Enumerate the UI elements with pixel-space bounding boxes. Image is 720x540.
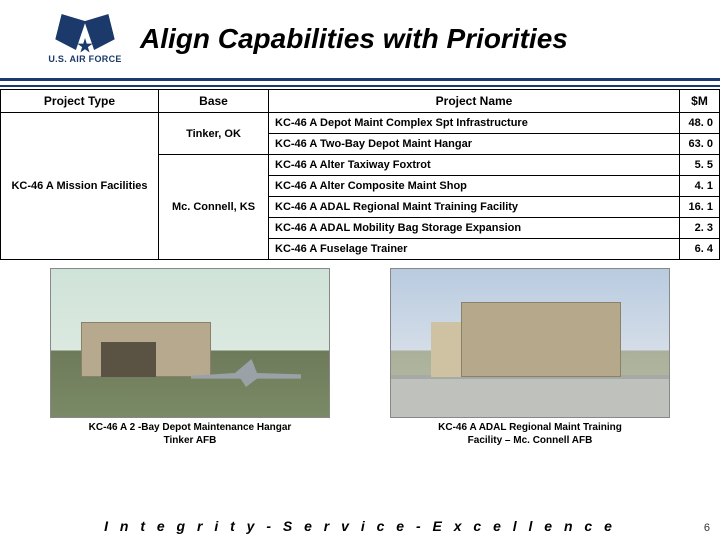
- cell-project-name: KC-46 A Alter Taxiway Foxtrot: [269, 155, 680, 176]
- cell-project-name: KC-46 A ADAL Regional Maint Training Fac…: [269, 197, 680, 218]
- table-row: KC-46 A Mission Facilities Tinker, OK KC…: [1, 113, 720, 134]
- cell-cost: 6. 4: [680, 239, 720, 260]
- header: U.S. AIR FORCE Align Capabilities with P…: [0, 0, 720, 78]
- col-cost: $M: [680, 90, 720, 113]
- cell-cost: 16. 1: [680, 197, 720, 218]
- figures-row: KC-46 A 2 -Bay Depot Maintenance Hangar …: [0, 268, 720, 447]
- col-project-name: Project Name: [269, 90, 680, 113]
- divider: [0, 85, 720, 87]
- figure-left: KC-46 A 2 -Bay Depot Maintenance Hangar …: [50, 268, 330, 447]
- cell-cost: 2. 3: [680, 218, 720, 239]
- figure-right: KC-46 A ADAL Regional Maint Training Fac…: [390, 268, 670, 447]
- cell-base: Mc. Connell, KS: [159, 155, 269, 260]
- cell-project-name: KC-46 A ADAL Mobility Bag Storage Expans…: [269, 218, 680, 239]
- cell-cost: 5. 5: [680, 155, 720, 176]
- rendering-mcconnell: [390, 268, 670, 418]
- page-title: Align Capabilities with Priorities: [140, 23, 568, 55]
- wings-icon: [55, 14, 115, 52]
- cell-project-name: KC-46 A Depot Maint Complex Spt Infrastr…: [269, 113, 680, 134]
- cell-cost: 63. 0: [680, 134, 720, 155]
- col-base: Base: [159, 90, 269, 113]
- projects-table: Project Type Base Project Name $M KC-46 …: [0, 89, 720, 260]
- rendering-tinker: [50, 268, 330, 418]
- caption-left: KC-46 A 2 -Bay Depot Maintenance Hangar …: [89, 422, 292, 447]
- cell-cost: 4. 1: [680, 176, 720, 197]
- col-project-type: Project Type: [1, 90, 159, 113]
- cell-base: Tinker, OK: [159, 113, 269, 155]
- cell-cost: 48. 0: [680, 113, 720, 134]
- cell-project-name: KC-46 A Alter Composite Maint Shop: [269, 176, 680, 197]
- cell-project-type: KC-46 A Mission Facilities: [1, 113, 159, 260]
- org-label: U.S. AIR FORCE: [48, 54, 121, 64]
- table-header-row: Project Type Base Project Name $M: [1, 90, 720, 113]
- cell-project-name: KC-46 A Fuselage Trainer: [269, 239, 680, 260]
- cell-project-name: KC-46 A Two-Bay Depot Maint Hangar: [269, 134, 680, 155]
- divider: [0, 78, 720, 81]
- motto: I n t e g r i t y - S e r v i c e - E x …: [0, 518, 720, 534]
- page-number: 6: [704, 522, 710, 534]
- caption-right: KC-46 A ADAL Regional Maint Training Fac…: [438, 422, 622, 447]
- usaf-logo: U.S. AIR FORCE: [40, 14, 130, 64]
